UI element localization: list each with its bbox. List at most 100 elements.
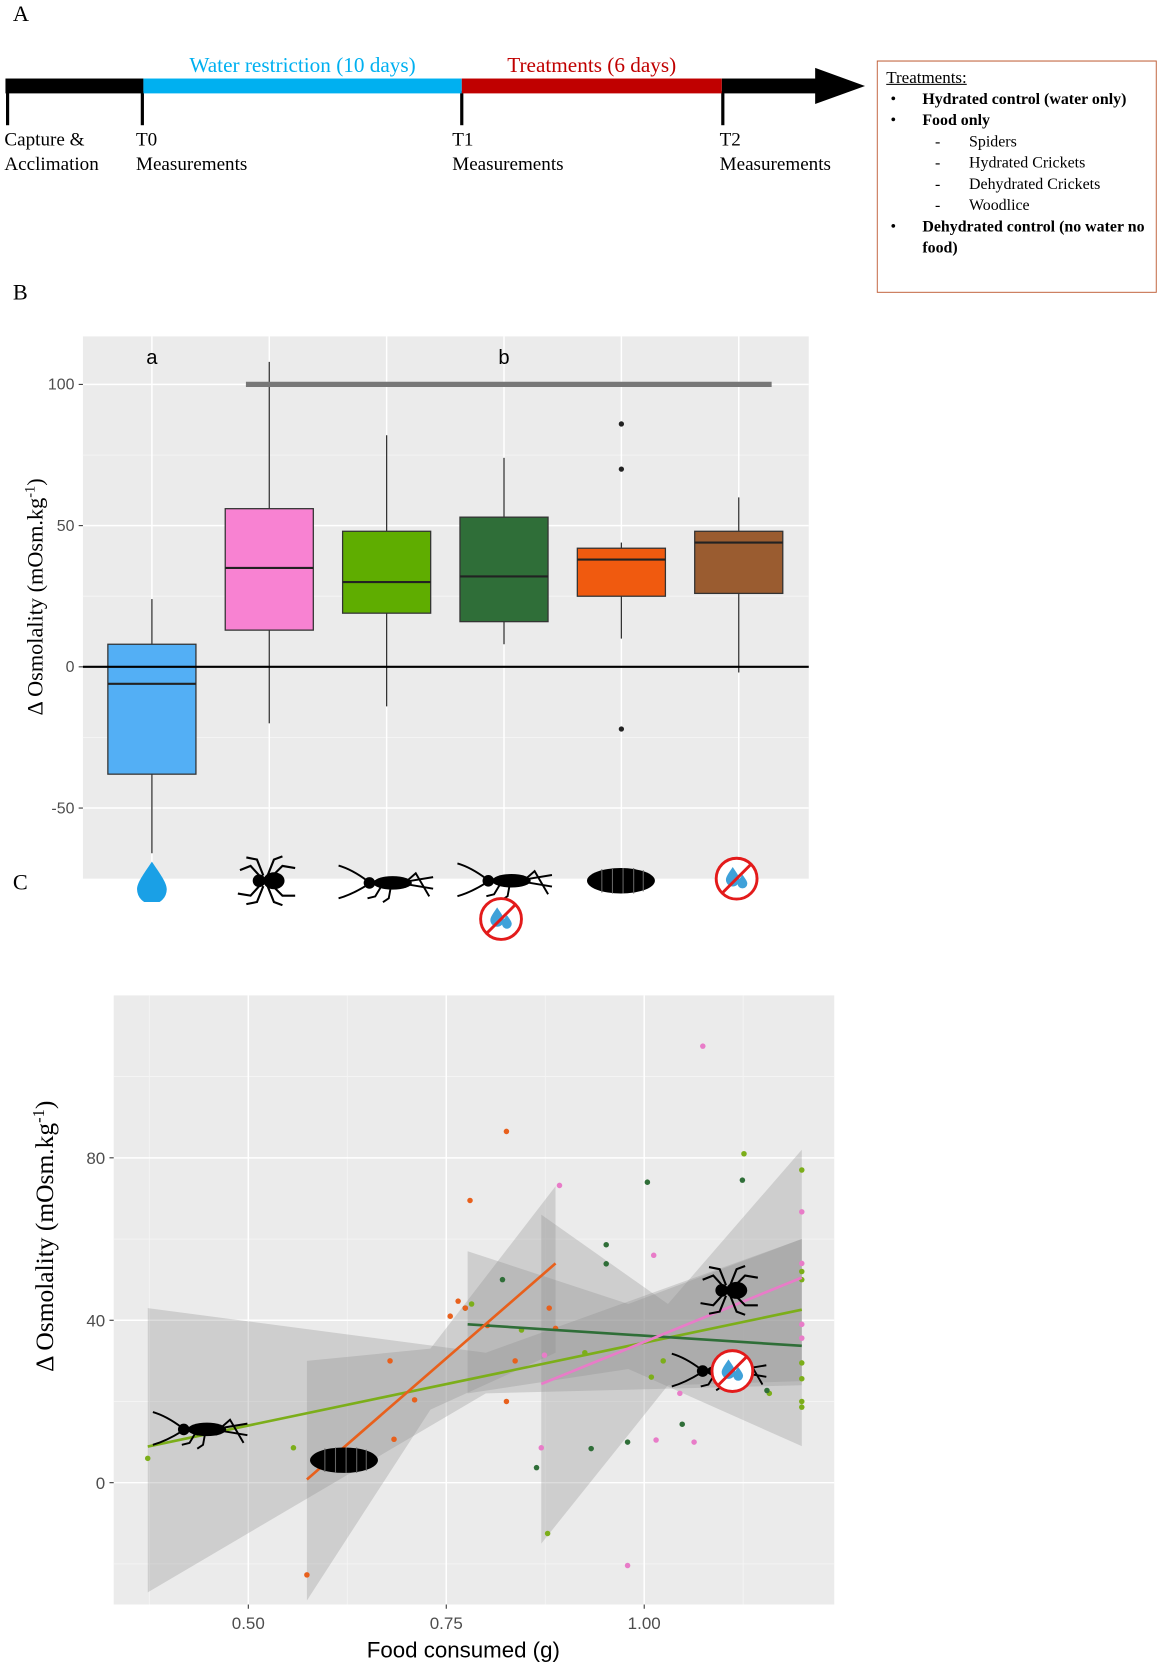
plot-panel bbox=[82, 336, 809, 879]
point bbox=[644, 1179, 651, 1185]
trend-line bbox=[306, 1262, 557, 1481]
point bbox=[304, 1572, 310, 1578]
point bbox=[556, 1182, 563, 1189]
treatment-item: Food only bbox=[886, 110, 1147, 131]
point bbox=[799, 1167, 805, 1173]
milestone-label: Measurements bbox=[452, 154, 563, 175]
y-tick-label: 0 bbox=[96, 1474, 105, 1493]
trend-line bbox=[540, 1276, 803, 1386]
phase-label: Treatments (6 days) bbox=[507, 53, 676, 77]
treatments-title: Treatments: bbox=[886, 68, 967, 88]
point bbox=[677, 1390, 683, 1397]
milestone-label: Measurements bbox=[136, 154, 247, 175]
timeline-ticks bbox=[5, 91, 725, 126]
confidence-band bbox=[306, 1186, 556, 1601]
point bbox=[660, 1358, 666, 1364]
milestone-label: Acclimation bbox=[4, 154, 99, 175]
y-tick-label: 80 bbox=[86, 1149, 105, 1168]
point bbox=[624, 1439, 631, 1445]
panel-label: B bbox=[13, 279, 28, 304]
treatment-item: Spiders bbox=[886, 132, 1147, 153]
point bbox=[648, 1374, 655, 1380]
point bbox=[544, 1530, 551, 1537]
treatment-item: Hydrated control (water only) bbox=[886, 89, 1147, 110]
point bbox=[533, 1464, 540, 1471]
milestone-label: Capture & bbox=[4, 129, 84, 150]
y-tick-label: 50 bbox=[57, 518, 75, 535]
milestone-label: T2 bbox=[720, 129, 741, 150]
treatment-item: Hydrated Crickets bbox=[886, 153, 1147, 174]
treatment-item: Dehydrated control (no water no food) bbox=[886, 216, 1147, 258]
y-tick-label: -50 bbox=[51, 800, 74, 817]
point bbox=[503, 1128, 510, 1135]
point bbox=[624, 1562, 631, 1569]
point bbox=[546, 1305, 552, 1311]
point bbox=[603, 1261, 609, 1267]
confidence-band bbox=[541, 1149, 802, 1544]
x-tick-label: 1.00 bbox=[628, 1614, 661, 1633]
x-tick-label: 0.50 bbox=[232, 1614, 265, 1633]
treatments-list: Treatments: Hydrated control (water only… bbox=[876, 60, 1157, 293]
box bbox=[459, 516, 549, 623]
group-letter: b bbox=[498, 347, 509, 369]
point bbox=[512, 1358, 518, 1364]
point bbox=[588, 1445, 594, 1452]
point bbox=[462, 1305, 469, 1311]
point bbox=[739, 1177, 746, 1183]
point bbox=[799, 1268, 805, 1275]
point bbox=[447, 1313, 453, 1319]
treatment-item: Woodlice bbox=[886, 195, 1147, 216]
point bbox=[503, 1398, 510, 1405]
outlier bbox=[618, 421, 625, 427]
point bbox=[391, 1436, 397, 1442]
point bbox=[799, 1404, 805, 1410]
point bbox=[799, 1335, 805, 1341]
icon bbox=[309, 1446, 379, 1474]
box bbox=[694, 530, 784, 595]
point bbox=[538, 1445, 545, 1451]
milestone-label: T0 bbox=[136, 129, 157, 150]
y-axis-title-part: Δ Osmolality (mOsm.kg bbox=[30, 1123, 59, 1372]
y-tick-label: 100 bbox=[48, 377, 75, 394]
point bbox=[764, 1387, 770, 1394]
point bbox=[799, 1321, 805, 1328]
point bbox=[650, 1252, 657, 1259]
point bbox=[741, 1151, 747, 1157]
point bbox=[467, 1197, 473, 1204]
y-tick-label: 0 bbox=[66, 659, 75, 676]
point bbox=[799, 1360, 805, 1366]
milestone-label: Measurements bbox=[720, 154, 831, 175]
outlier bbox=[618, 726, 625, 732]
y-axis-title: Δ Osmolality (mOsm.kg-1) bbox=[29, 1101, 59, 1372]
point bbox=[799, 1260, 805, 1267]
y-axis-title-part: ) bbox=[23, 478, 48, 485]
timeline-end bbox=[721, 78, 820, 94]
point bbox=[691, 1439, 697, 1445]
milestone-label: T1 bbox=[452, 129, 473, 150]
trend-line bbox=[467, 1322, 802, 1348]
box bbox=[341, 530, 432, 614]
icon bbox=[710, 1349, 755, 1393]
phase-label: Water restriction (10 days) bbox=[189, 53, 415, 77]
point bbox=[468, 1301, 475, 1307]
point bbox=[799, 1398, 805, 1405]
point bbox=[541, 1352, 548, 1358]
y-axis-title: Δ Osmolality (mOsm.kg-1) bbox=[23, 478, 48, 715]
timeline-phase bbox=[461, 78, 722, 94]
point bbox=[387, 1358, 393, 1364]
treatment-item: Dehydrated Crickets bbox=[886, 174, 1147, 195]
point bbox=[144, 1455, 151, 1462]
y-axis-title-part: ) bbox=[30, 1101, 59, 1109]
point bbox=[455, 1298, 461, 1304]
point bbox=[799, 1375, 805, 1382]
y-axis-title-part: -1 bbox=[29, 1109, 48, 1123]
point bbox=[653, 1437, 659, 1443]
panel-label: C bbox=[13, 869, 28, 894]
point bbox=[290, 1445, 297, 1451]
x-tick-label: 0.75 bbox=[430, 1614, 463, 1633]
box bbox=[576, 547, 667, 597]
point bbox=[411, 1397, 418, 1403]
box bbox=[107, 643, 197, 775]
y-axis-title-part: Δ Osmolality (mOsm.kg bbox=[23, 498, 48, 716]
